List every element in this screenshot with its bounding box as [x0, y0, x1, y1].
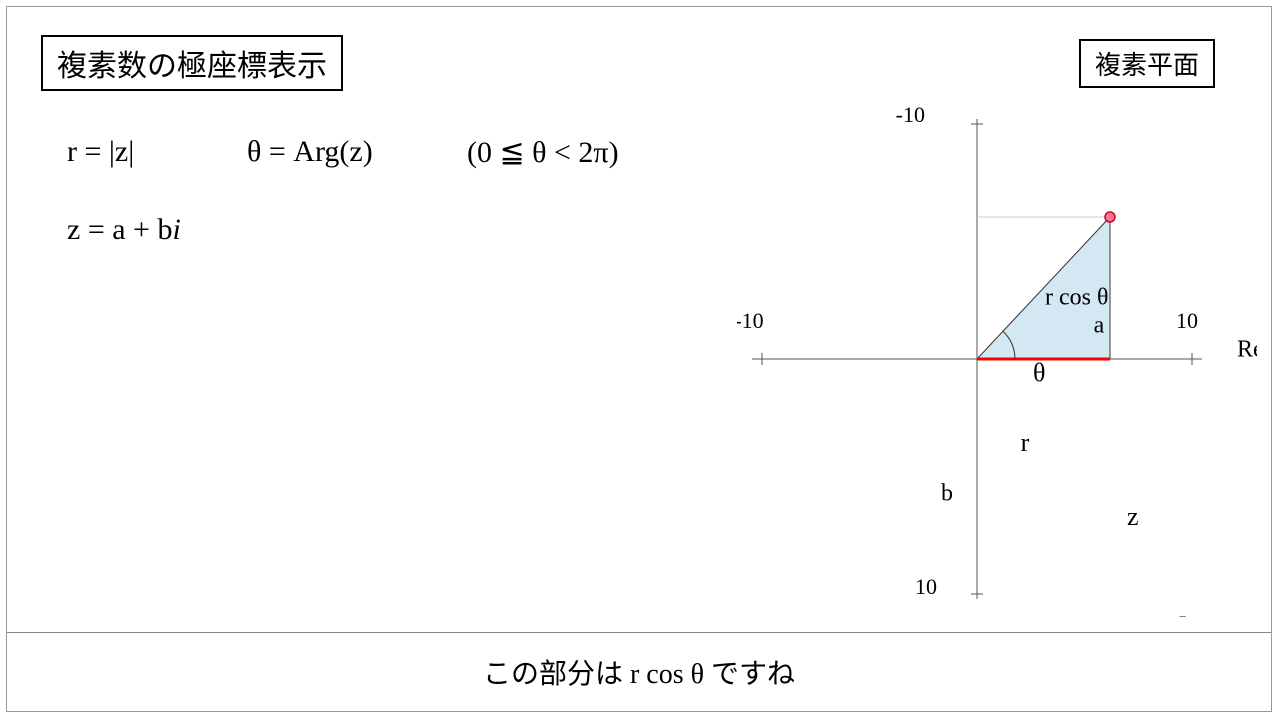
svg-text:b: b — [941, 481, 953, 507]
svg-text:a: a — [1094, 313, 1105, 339]
formula-theta: θ = Arg(z) — [247, 135, 373, 169]
svg-text:-10: -10 — [737, 308, 764, 333]
svg-text:r: r — [1021, 428, 1030, 457]
svg-text:θ: θ — [1033, 358, 1045, 387]
svg-text:10: 10 — [1176, 308, 1198, 333]
complex-plane-diagram: Im Re 10 -10 10 -10 z b a r θ r cos θ — [737, 97, 1257, 617]
svg-text:Im: Im — [1179, 613, 1206, 618]
formula-z-prefix: z = a + b — [67, 213, 172, 246]
formula-z-i: i — [172, 213, 180, 246]
formula-range: (0 ≦ θ < 2π) — [467, 135, 619, 170]
formula-r: r = |z| — [67, 135, 134, 169]
caption-bar: この部分は r cos θ ですね — [7, 632, 1271, 711]
svg-text:-10: -10 — [896, 102, 925, 127]
svg-text:r cos θ: r cos θ — [1045, 285, 1108, 311]
outer-frame: 複素数の極座標表示 複素平面 r = |z| θ = Arg(z) (0 ≦ θ… — [6, 6, 1272, 712]
svg-text:Re: Re — [1237, 337, 1257, 363]
svg-text:z: z — [1127, 502, 1139, 531]
title-main: 複素数の極座標表示 — [41, 35, 343, 91]
svg-text:10: 10 — [915, 574, 937, 599]
title-plane: 複素平面 — [1079, 39, 1215, 88]
caption-text: この部分は r cos θ ですね — [483, 652, 795, 692]
formula-z: z = a + bi — [67, 213, 181, 247]
